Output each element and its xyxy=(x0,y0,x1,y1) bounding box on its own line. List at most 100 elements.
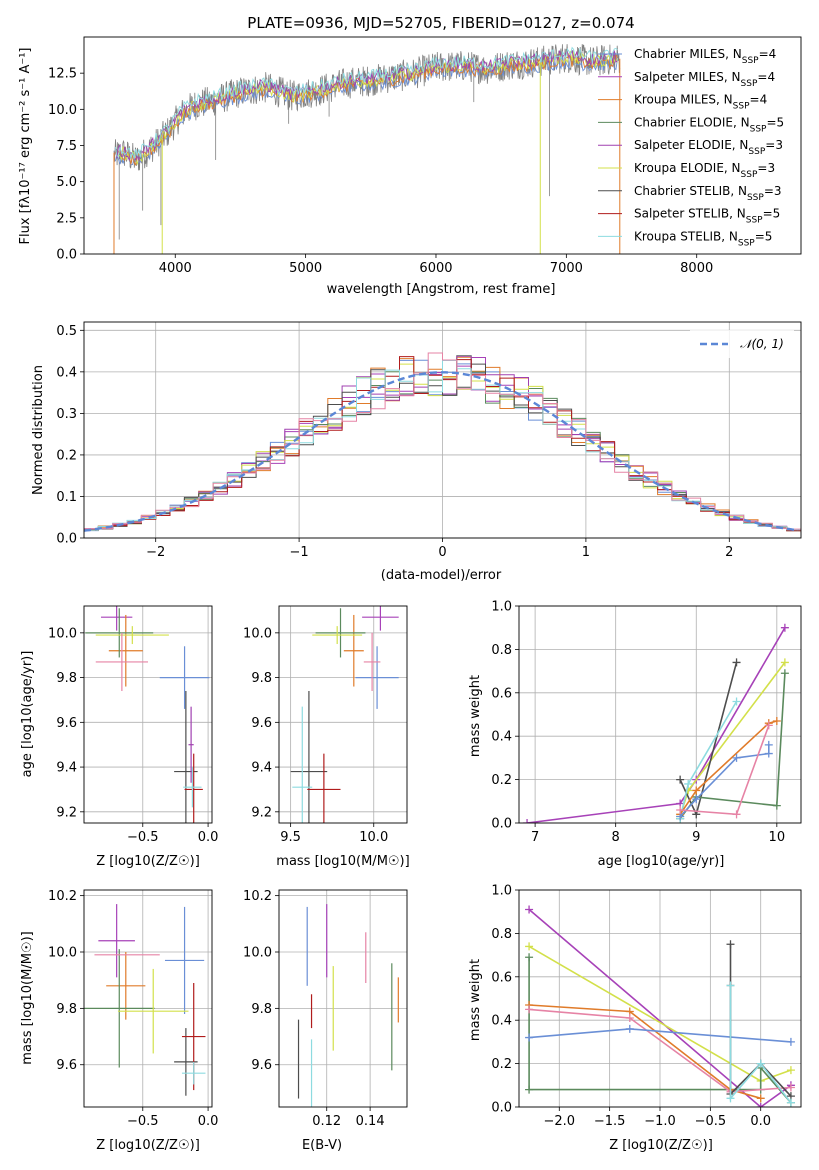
legend-box xyxy=(690,330,794,358)
legend-value: =3 xyxy=(765,138,783,152)
massweight-Z-ylabel: mass weight xyxy=(468,959,483,1041)
y-tick-label: 0.4 xyxy=(491,730,512,745)
error-point xyxy=(159,646,210,709)
spectrum-panel: 4000 5000 6000 7000 8000 0.0 2.5 5.0 7.5 10.0 12.5… xyxy=(18,36,802,276)
mass-vs-Z-xlabel: Z [log10(Z/Z☉)] xyxy=(96,1138,200,1153)
plot-area xyxy=(525,905,795,1107)
x-tick-label: −2.0 xyxy=(543,1114,575,1129)
plus-marker xyxy=(764,749,773,758)
legend-value: =4 xyxy=(750,93,768,107)
error-point xyxy=(362,606,399,631)
plus-marker xyxy=(676,805,685,814)
error-point xyxy=(117,968,189,1054)
plot-area xyxy=(523,623,789,823)
error-point xyxy=(108,614,143,687)
plus-marker xyxy=(692,786,701,795)
axes-frame xyxy=(278,889,408,1108)
y-tick-label: 9.8 xyxy=(251,1002,272,1017)
plus-marker xyxy=(732,658,741,667)
error-point xyxy=(84,949,155,1068)
error-point xyxy=(184,753,203,823)
plot-area xyxy=(84,904,206,1096)
error-point xyxy=(98,904,135,978)
x-tick-label: 0 xyxy=(438,545,446,560)
x-tick-label: 10 xyxy=(769,830,786,845)
plus-marker xyxy=(772,801,781,810)
plot-area xyxy=(84,352,801,533)
error-point xyxy=(183,767,202,808)
x-tick-label: 2 xyxy=(725,545,733,560)
plus-marker xyxy=(726,940,735,949)
plus-marker xyxy=(525,942,534,951)
axes-frame xyxy=(83,36,802,255)
y-tick-label: 0.2 xyxy=(491,1057,512,1072)
plot-area xyxy=(85,606,210,823)
plus-marker xyxy=(525,1085,534,1094)
mass-vs-ebv-panel: 0.12 0.14 9.6 9.8 10.0 10.2 xyxy=(243,889,408,1129)
error-point xyxy=(312,626,363,645)
y-tick-label: 12.5 xyxy=(48,67,77,82)
y-tick-label: 10.0 xyxy=(48,103,77,118)
x-tick-label: −1.5 xyxy=(594,1114,626,1129)
legend-value: =5 xyxy=(763,207,781,221)
plot-area xyxy=(113,44,621,254)
x-tick-label: −0.5 xyxy=(127,1114,159,1129)
legend-value: =4 xyxy=(759,47,777,61)
residuals-panel: −2 −1 0 1 2 0.0 0.1 0.2 0.3 0.4 0.5 𝒩(0, 1) xyxy=(56,321,802,560)
x-tick-label: 1 xyxy=(582,545,590,560)
y-tick-label: 10.0 xyxy=(48,626,77,641)
plus-marker xyxy=(726,1094,735,1103)
age-vs-Z-ylabel: age [log10(age/yr)] xyxy=(20,651,35,778)
y-tick-label: 0.1 xyxy=(56,490,77,505)
plus-marker xyxy=(786,1037,795,1046)
y-tick-label: 10.0 xyxy=(243,626,272,641)
plus-marker xyxy=(732,810,741,819)
spectrum-xlabel: wavelength [Angstrom, rest frame] xyxy=(327,282,556,297)
plus-marker xyxy=(525,953,534,962)
x-tick-label: 8000 xyxy=(680,261,713,276)
legend-value: =5 xyxy=(755,229,773,243)
x-tick-label: −0.5 xyxy=(695,1114,727,1129)
y-tick-label: 9.6 xyxy=(251,1058,272,1073)
plus-marker xyxy=(780,658,789,667)
error-point xyxy=(181,1061,206,1085)
error-point xyxy=(100,606,133,631)
plus-marker xyxy=(525,1033,534,1042)
y-tick-label: 0.8 xyxy=(491,643,512,658)
plus-marker xyxy=(692,795,701,804)
plus-marker xyxy=(764,721,773,730)
y-tick-label: 0.3 xyxy=(56,407,77,422)
x-tick-label: 7 xyxy=(531,830,539,845)
spectrum-model-line xyxy=(114,53,618,166)
y-tick-label: 0.6 xyxy=(491,686,512,701)
plus-marker xyxy=(786,1066,795,1075)
plus-marker xyxy=(676,775,685,784)
plot-area xyxy=(290,606,399,823)
x-tick-label: 10.0 xyxy=(359,830,388,845)
y-tick-label: 10.2 xyxy=(243,889,272,904)
error-point xyxy=(363,632,381,692)
y-tick-label: 0.2 xyxy=(56,448,77,463)
massweight-age-panel: 7 8 9 10 0.0 0.2 0.4 0.6 0.8 1.0 xyxy=(491,600,802,845)
plus-marker xyxy=(732,753,741,762)
legend-sub: SSP xyxy=(742,56,759,66)
y-tick-label: 7.5 xyxy=(56,139,77,154)
plus-marker xyxy=(764,740,773,749)
axes-frame xyxy=(518,605,802,824)
y-tick-label: 0.0 xyxy=(491,1101,512,1116)
mass-vs-Z-panel: −0.5 0.0 9.6 9.8 10.0 10.2 xyxy=(48,889,218,1129)
plus-marker xyxy=(732,697,741,706)
y-tick-label: 1.0 xyxy=(491,884,512,899)
y-tick-label: 10.0 xyxy=(48,946,77,961)
plus-marker xyxy=(756,1059,765,1068)
plus-marker xyxy=(625,1014,634,1023)
gaussian-curve xyxy=(84,371,799,532)
legend-sub: SSP xyxy=(748,147,765,157)
legend-value: =4 xyxy=(757,70,775,84)
axes-frame xyxy=(83,889,213,1108)
y-tick-label: 0.4 xyxy=(56,365,77,380)
x-tick-label: 4000 xyxy=(159,261,192,276)
legend-entry: 𝒩(0, 1) xyxy=(740,337,784,351)
y-tick-label: 0.5 xyxy=(56,324,77,339)
